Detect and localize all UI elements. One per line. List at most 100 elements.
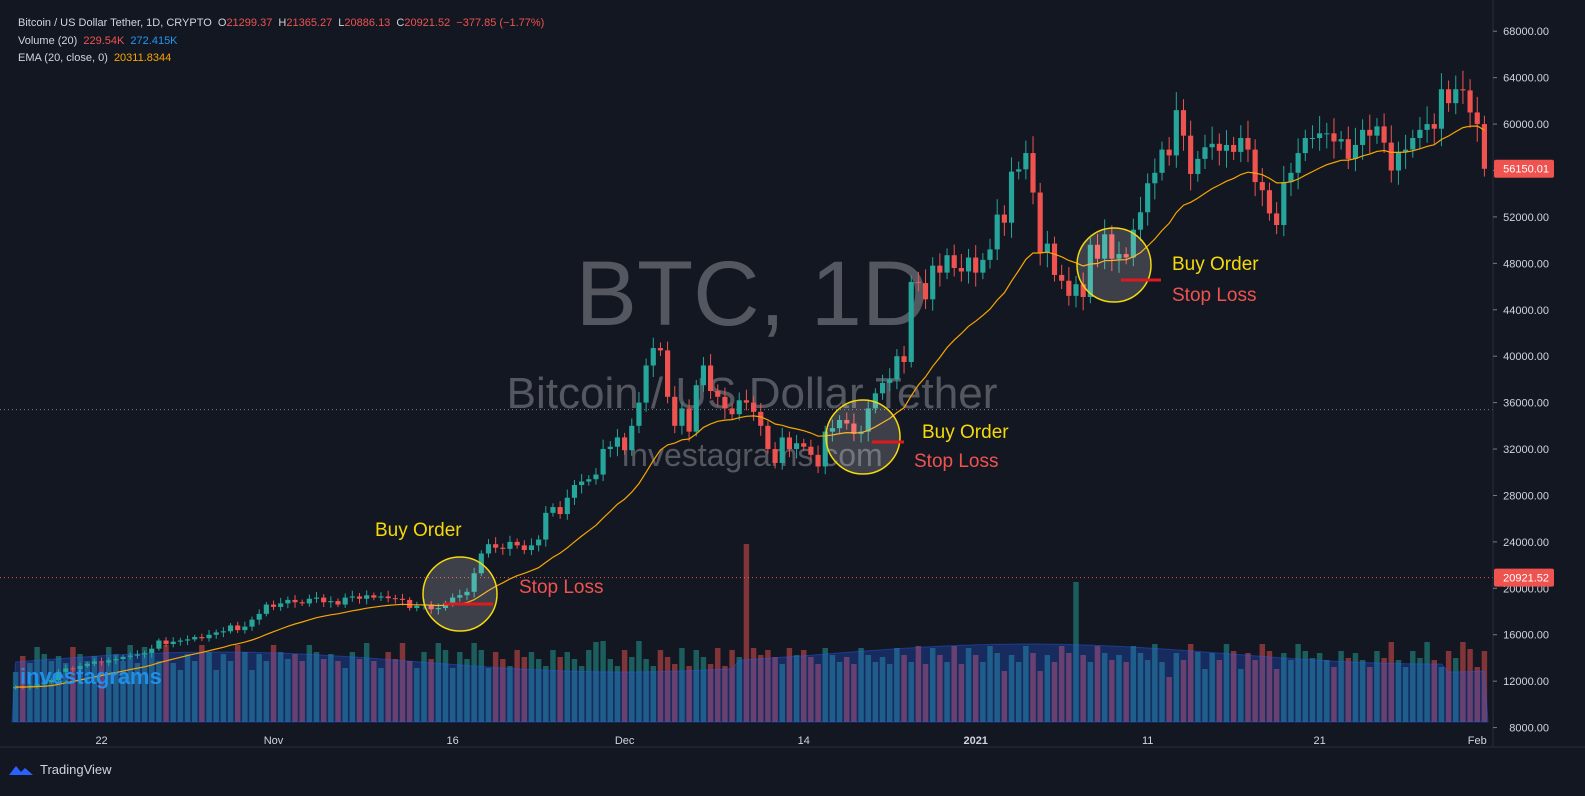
candle-body: [227, 625, 234, 632]
stop-loss-label-1: Stop Loss: [519, 577, 604, 598]
candle-body: [1223, 144, 1230, 151]
tradingview-brand[interactable]: TradingView: [8, 762, 112, 777]
legend-volume-row: Volume (20) 229.54K 272.415K: [18, 34, 181, 48]
volume-bar: [543, 666, 549, 722]
candle-body: [1216, 143, 1222, 151]
volume-bar: [1101, 653, 1108, 722]
candle-body: [650, 348, 656, 366]
candle-body: [700, 365, 707, 386]
candle-body: [1252, 149, 1258, 183]
volume-bar: [557, 657, 563, 722]
candle-body: [41, 682, 47, 685]
candle-body: [1367, 129, 1373, 136]
candle-body: [579, 481, 585, 486]
volume-bar: [199, 645, 205, 722]
candle-body: [722, 396, 728, 409]
volume-bar: [77, 654, 83, 722]
candle-body: [679, 408, 685, 426]
volume-bar: [1273, 669, 1280, 722]
candle-body: [457, 595, 463, 598]
volume-bar: [1223, 644, 1230, 722]
candle-body: [593, 474, 599, 480]
candle-body: [141, 653, 148, 655]
candle-body: [1381, 126, 1387, 143]
candle-body: [521, 545, 527, 551]
volume-bar: [937, 655, 943, 722]
volume-bar: [1474, 667, 1480, 722]
volume-bar: [12, 672, 19, 722]
candle-body: [872, 393, 878, 409]
candle-body: [1008, 171, 1015, 223]
x-tick-label: 21: [1313, 735, 1325, 747]
legend-symbol-row: Bitcoin / US Dollar Tether, 1D, CRYPTO O…: [18, 16, 547, 30]
volume-bar: [786, 648, 793, 722]
candle-body: [908, 281, 914, 362]
candle-body: [729, 408, 735, 415]
volume-bar: [270, 645, 277, 722]
volume-bar: [528, 652, 535, 722]
volume-bar: [1202, 669, 1208, 722]
candle-body: [270, 604, 277, 607]
candle-body: [1331, 133, 1337, 142]
candle-body: [1360, 129, 1366, 145]
volume-bar: [1180, 660, 1187, 722]
candle-body: [134, 654, 140, 656]
candle-body: [822, 431, 828, 467]
volume-bar: [156, 661, 162, 722]
volume-bar: [385, 652, 391, 722]
annotations: Buy Order Stop Loss Buy Order Stop Loss …: [375, 227, 1259, 632]
volume-bar: [1166, 677, 1172, 722]
volume-bar: [729, 650, 735, 722]
candle-body: [500, 547, 506, 549]
volume-bar: [629, 657, 635, 722]
candle-body: [1417, 129, 1423, 138]
volume-bar: [127, 645, 133, 722]
volume-bar: [571, 659, 578, 722]
candle-body: [1080, 284, 1086, 297]
volume-bar: [793, 655, 800, 722]
stop-loss-label-2: Stop Loss: [914, 451, 999, 472]
volume-bar: [772, 657, 778, 722]
volume-bar: [1424, 642, 1430, 722]
y-tick-label: 8000.00: [1509, 723, 1549, 735]
candle-body: [1403, 149, 1409, 152]
candle-body: [1238, 137, 1244, 152]
candle-body: [736, 400, 742, 415]
volume-bar: [306, 645, 313, 722]
candle-body: [1345, 139, 1351, 159]
volume-bar: [1438, 667, 1445, 722]
candle-body: [306, 598, 312, 604]
volume-bar: [1137, 653, 1144, 722]
candle-body: [149, 648, 155, 654]
volume-bar: [1359, 660, 1366, 722]
volume-bar: [578, 666, 585, 722]
candle-body: [392, 598, 398, 600]
volume-bar: [1453, 658, 1459, 722]
candle-body: [13, 686, 19, 689]
candle-body: [772, 449, 778, 463]
candle-body: [378, 596, 384, 598]
volume-bar: [1481, 651, 1488, 722]
candle-body: [758, 411, 764, 426]
candle-body: [235, 625, 241, 631]
buy-order-label-1: Buy Order: [375, 520, 462, 541]
candle-body: [1102, 234, 1108, 259]
candle-body: [801, 443, 807, 447]
volume-bar: [1144, 660, 1151, 722]
volume-bar: [808, 657, 814, 722]
y-tick-label: 36000.00: [1503, 398, 1549, 410]
volume-bar: [1044, 655, 1051, 722]
candle-body: [1446, 89, 1452, 104]
volume-bar: [607, 659, 614, 722]
volume-bar: [1073, 582, 1079, 722]
volume-bar: [177, 670, 184, 722]
y-tick-label: 16000.00: [1503, 630, 1549, 642]
volume-bar: [1460, 642, 1466, 722]
candle-body: [1395, 151, 1402, 171]
volume-bar: [1030, 653, 1036, 722]
candle-body: [965, 257, 972, 272]
candle-body: [586, 479, 592, 482]
candle-body: [1266, 190, 1273, 214]
volume-bar: [1324, 660, 1330, 722]
